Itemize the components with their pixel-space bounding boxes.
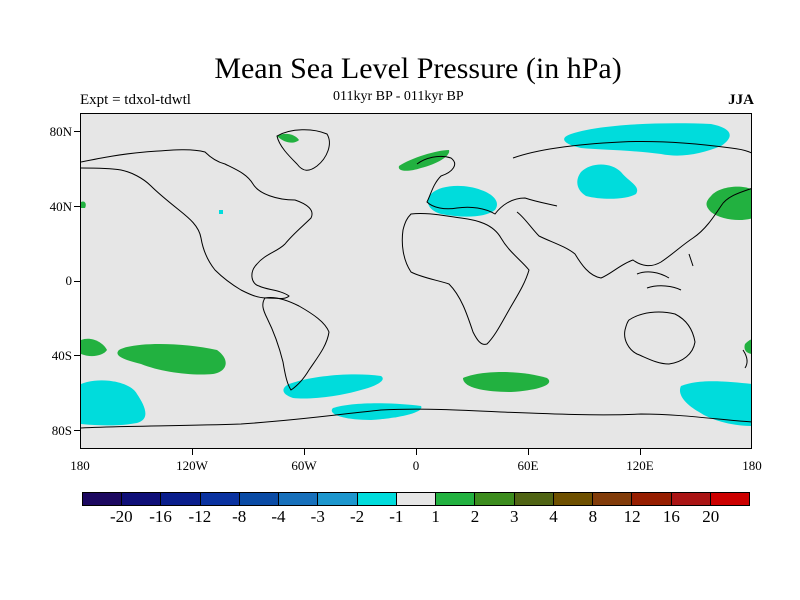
- south-america-coast: [262, 297, 330, 391]
- colorbar-label: 12: [623, 507, 641, 526]
- coastlines: [81, 129, 751, 429]
- colorbar-swatch: [671, 493, 711, 505]
- lon-label-60w: 60W: [291, 458, 317, 473]
- colorbar-label: 16: [662, 507, 680, 526]
- colorbar-label: 20: [702, 507, 720, 526]
- australia-south-low: [680, 381, 751, 426]
- lat-tick: [74, 430, 80, 431]
- colorbar-swatch: [161, 493, 201, 505]
- lat-tick: [74, 206, 80, 207]
- colorbar-label: -8: [232, 507, 247, 526]
- lon-label-180e: 180: [742, 458, 762, 473]
- mediterranean-low: [427, 185, 498, 217]
- lon-label-60e: 60E: [517, 458, 539, 473]
- colorbar-swatch: [122, 493, 162, 505]
- lat-label-0: 0: [65, 273, 73, 288]
- arctic-russia-low: [564, 123, 730, 156]
- colorbar-swatch: [553, 493, 594, 505]
- antarctica-coast: [81, 408, 751, 429]
- west-pacific-high: [706, 186, 751, 220]
- colorbar-swatch: [200, 493, 240, 505]
- colorbar-swatch: [710, 493, 749, 505]
- lon-label-120e: 120E: [626, 458, 654, 473]
- plot-title: Mean Sea Level Pressure (in hPa): [214, 52, 622, 85]
- southwest-pacific-high: [81, 338, 107, 357]
- colorbar-label: 2: [470, 507, 480, 526]
- colorbar-swatch: [83, 493, 123, 505]
- colorbar-label: -16: [149, 507, 172, 526]
- lon-label-120w: 120W: [176, 458, 208, 473]
- negative-anomaly-regions: [81, 123, 751, 426]
- lat-label-40s: 40S: [51, 348, 72, 363]
- new-zealand-coast: [742, 349, 748, 369]
- north-america-coast: [81, 149, 313, 299]
- colorbar-label: -2: [349, 507, 365, 526]
- colorbar-swatch: [279, 493, 319, 505]
- lon-label-0: 0: [412, 458, 420, 473]
- lon-tick: [192, 449, 193, 455]
- greenland-coast: [276, 129, 330, 171]
- lat-tick: [74, 281, 80, 282]
- colorbar-swatch: [593, 493, 633, 505]
- africa-coast: [401, 213, 530, 345]
- colorbar-swatch: [514, 493, 554, 505]
- colorbar-label: -4: [271, 507, 286, 526]
- colorbar-swatch: [318, 493, 358, 505]
- colorbar-swatch: [436, 493, 476, 505]
- central-asia-low: [577, 164, 638, 199]
- south-pacific-low: [81, 380, 146, 426]
- lon-tick: [528, 449, 529, 455]
- colorbar-swatch: [357, 493, 397, 505]
- lat-label-80s: 80S: [51, 423, 72, 438]
- experiment-label: Expt = tdxol-tdwtl: [80, 92, 191, 108]
- colorbar-label: 3: [509, 507, 519, 526]
- southeast-asia-islands: [636, 253, 694, 291]
- colorbar-swatch: [632, 493, 672, 505]
- colorbar-label: 8: [588, 507, 598, 526]
- world-map: [80, 113, 752, 449]
- asia-coast: [512, 140, 751, 279]
- lat-tick: [74, 131, 80, 132]
- southern-ocean-low-1: [283, 374, 383, 399]
- north-america-tiny-low: [219, 210, 223, 214]
- southern-ocean-low-2: [331, 403, 422, 420]
- colorbar-swatch: [396, 493, 437, 505]
- lon-tick: [416, 449, 417, 455]
- colorbar-label: -12: [188, 507, 212, 526]
- lon-tick: [640, 449, 641, 455]
- south-indian-high: [463, 372, 550, 392]
- colorbar-label: -3: [310, 507, 325, 526]
- colorbar-label: -1: [389, 507, 404, 526]
- plot-subtitle: 011kyr BP - 011kyr BP: [333, 89, 464, 104]
- colorbar-label: 4: [549, 507, 558, 526]
- season-label: JJA: [728, 92, 754, 108]
- lon-tick: [304, 449, 305, 455]
- colorbar: [82, 492, 750, 506]
- colorbar-label: 1: [431, 507, 440, 526]
- colorbar-swatch: [239, 493, 280, 505]
- west-edge-high: [81, 201, 86, 208]
- lat-tick: [74, 355, 80, 356]
- map-canvas: [81, 123, 751, 429]
- positive-anomaly-regions: [81, 133, 751, 392]
- europe-coast: [416, 155, 558, 215]
- colorbar-label: -20: [109, 507, 133, 526]
- greenland-small-high: [277, 133, 299, 143]
- lat-label-40n: 40N: [49, 199, 72, 214]
- lat-label-80n: 80N: [49, 124, 72, 139]
- southeast-pacific-high: [117, 344, 226, 375]
- lon-label-180w: 180: [70, 458, 90, 473]
- australia-coast: [624, 311, 696, 365]
- new-zealand-high: [744, 339, 751, 354]
- colorbar-swatch: [475, 493, 515, 505]
